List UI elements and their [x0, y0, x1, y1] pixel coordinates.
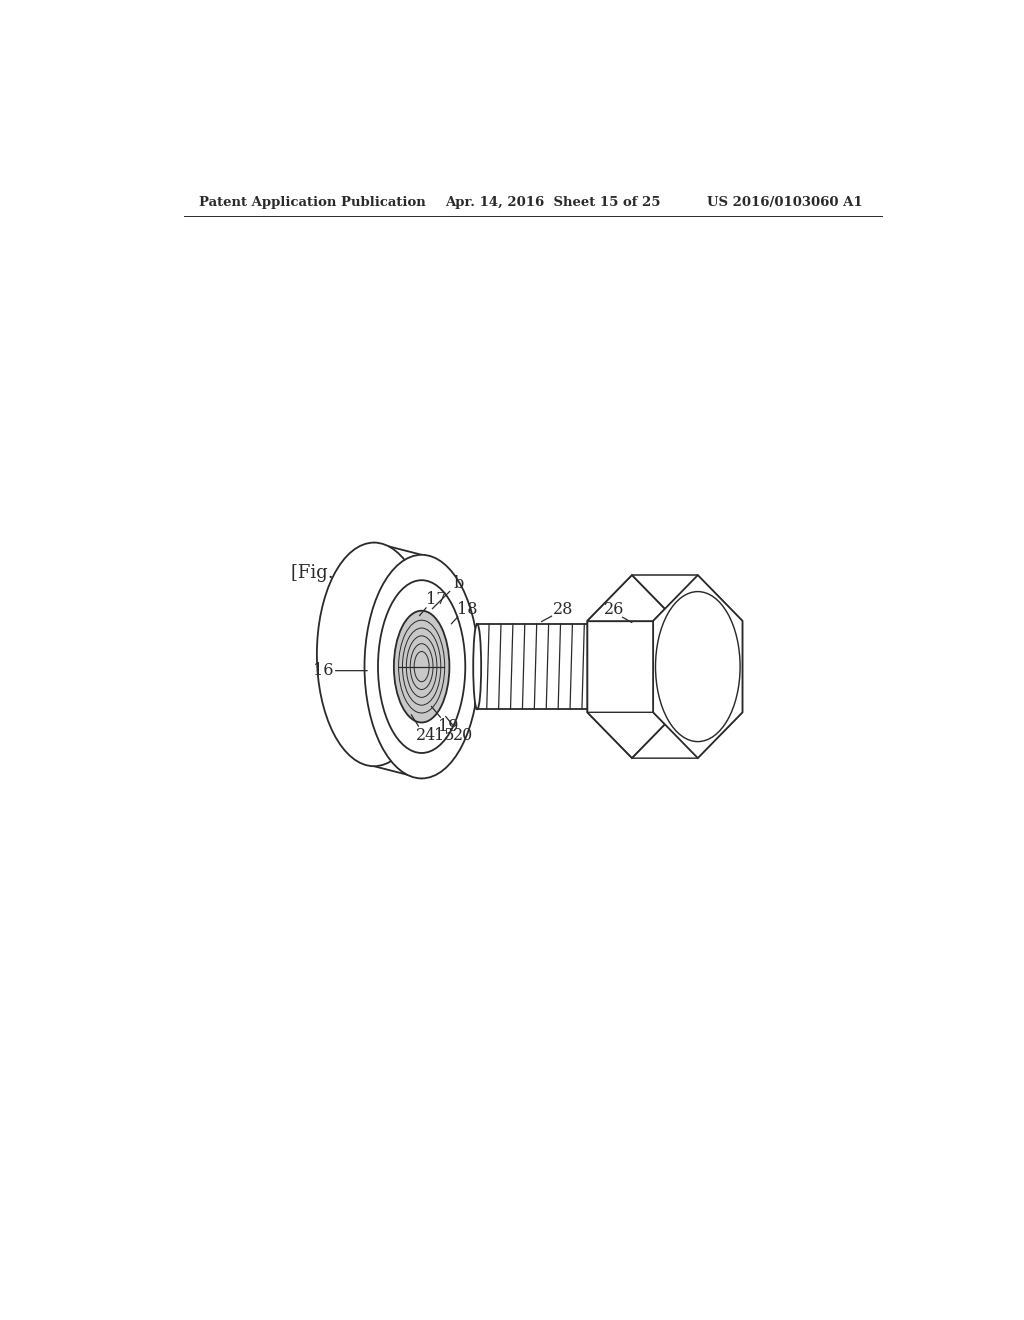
Ellipse shape — [394, 611, 450, 722]
Ellipse shape — [316, 543, 431, 766]
Text: Apr. 14, 2016  Sheet 15 of 25: Apr. 14, 2016 Sheet 15 of 25 — [445, 195, 660, 209]
Ellipse shape — [365, 554, 479, 779]
Ellipse shape — [316, 543, 431, 766]
Polygon shape — [632, 713, 742, 758]
Ellipse shape — [378, 581, 465, 752]
Polygon shape — [632, 576, 742, 620]
Text: 20: 20 — [453, 727, 473, 744]
Polygon shape — [587, 620, 653, 713]
Text: 19: 19 — [438, 718, 459, 735]
Text: 24: 24 — [417, 727, 436, 744]
Polygon shape — [587, 565, 742, 768]
Polygon shape — [374, 543, 422, 779]
Text: 18: 18 — [458, 601, 478, 618]
Ellipse shape — [365, 554, 479, 779]
Text: 15: 15 — [434, 727, 455, 744]
Ellipse shape — [334, 576, 414, 733]
Text: 28: 28 — [553, 601, 573, 618]
Polygon shape — [587, 713, 697, 758]
Text: 16: 16 — [313, 663, 334, 680]
Text: US 2016/0103060 A1: US 2016/0103060 A1 — [708, 195, 863, 209]
Text: Patent Application Publication: Patent Application Publication — [200, 195, 426, 209]
Text: 17: 17 — [426, 591, 446, 609]
Bar — [477, 624, 632, 709]
Text: b: b — [453, 574, 463, 591]
Text: 26: 26 — [603, 601, 624, 618]
Polygon shape — [677, 620, 742, 713]
Text: [Fig.  1 5]: [Fig. 1 5] — [291, 564, 380, 582]
Polygon shape — [587, 576, 697, 620]
Polygon shape — [653, 576, 742, 758]
Ellipse shape — [473, 624, 481, 709]
